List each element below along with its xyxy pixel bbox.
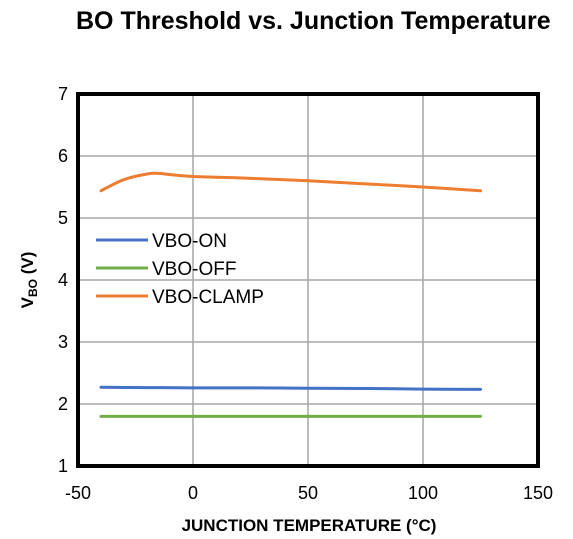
x-tick-label: 150 [523,483,553,503]
legend: VBO-ON VBO-OFF VBO-CLAMP [96,231,264,308]
y-tick-label: 7 [58,84,68,104]
series-line-vbo-on [99,385,482,391]
y-tick-labels: 1 2 3 4 5 6 7 [58,84,68,476]
grid-lines [78,94,538,466]
chart-title: BO Threshold vs. Junction Temperature [76,7,551,35]
plot-frame [76,92,540,468]
x-tick-label: 0 [188,483,198,503]
x-tick-label: -50 [65,483,91,503]
x-tick-label: 50 [298,483,318,503]
y-tick-label: 2 [58,394,68,414]
legend-label-vbo-on: VBO-ON [152,231,227,252]
series-lines [99,171,482,418]
x-tick-label: 100 [408,483,438,503]
y-axis-label-unit: (V) [18,252,37,279]
y-tick-label: 6 [58,146,68,166]
y-axis-label-main: V [18,296,37,308]
y-tick-label: 4 [58,270,68,290]
y-tick-label: 3 [58,332,68,352]
y-tick-label: 5 [58,208,68,228]
x-axis-label: JUNCTION TEMPERATURE (°C) [182,516,437,535]
y-axis-label: VBO (V) [18,252,40,309]
y-axis-label-sub: BO [26,279,40,297]
y-tick-label: 1 [58,456,68,476]
legend-label-vbo-off: VBO-OFF [152,259,236,280]
x-tick-labels: -50 0 50 100 150 [65,483,553,503]
series-line-vbo-clamp [99,171,482,193]
legend-label-vbo-clamp: VBO-CLAMP [152,287,264,308]
